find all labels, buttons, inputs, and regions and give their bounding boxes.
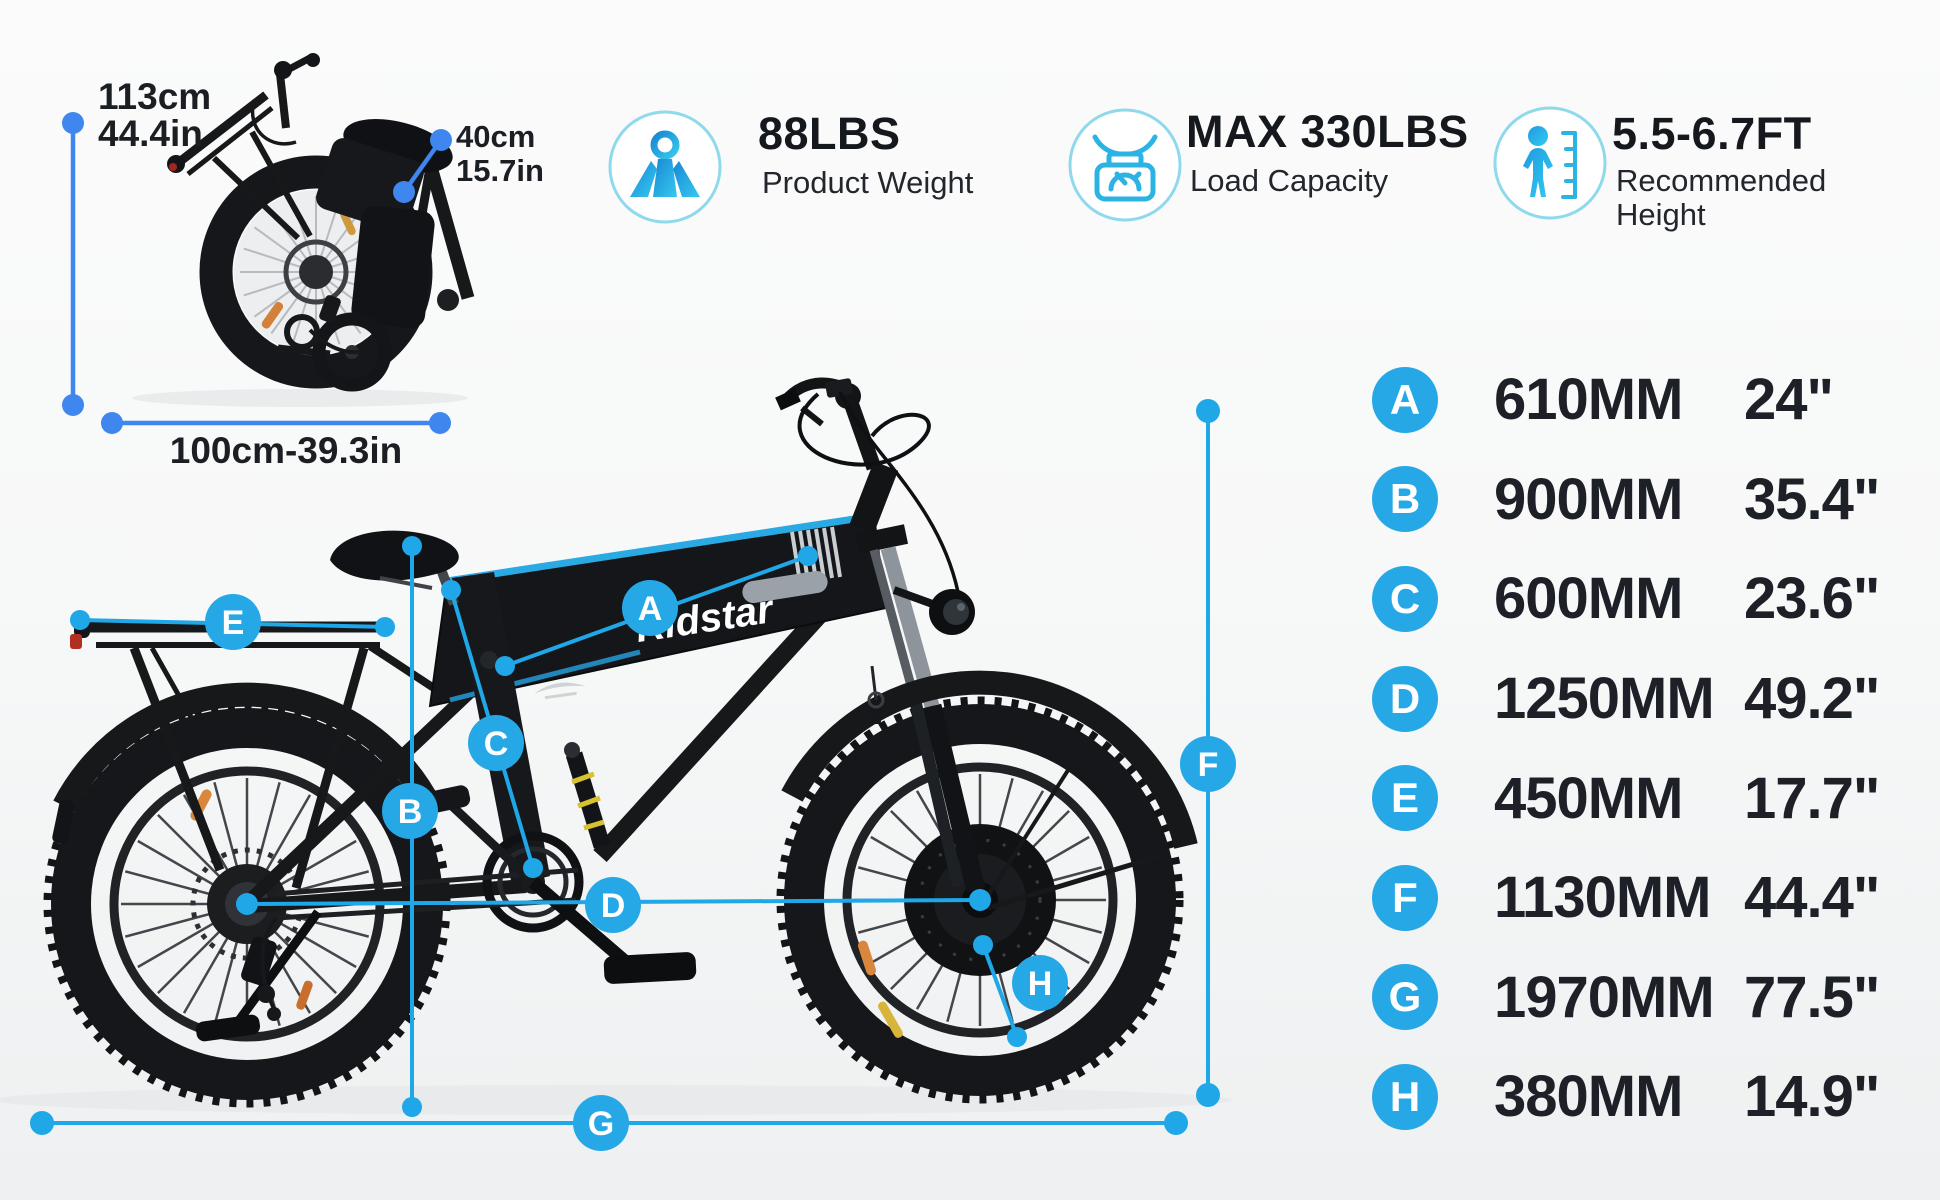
folded-length-line <box>101 412 451 434</box>
dimension-badge: D <box>1372 665 1438 732</box>
dimension-row: F 1130MM 44.4" <box>1372 848 1880 948</box>
svg-text:C: C <box>484 725 509 763</box>
dimension-mm: 450MM <box>1494 765 1683 831</box>
folded-length-label: 100cm-39.3in <box>169 430 403 471</box>
dimension-badge: G <box>1372 964 1438 1031</box>
svg-text:E: E <box>222 604 245 642</box>
measure-badge-f: F <box>1180 736 1236 792</box>
measure-badge-h: H <box>1012 955 1068 1011</box>
dimension-inch: 23.6" <box>1744 566 1880 632</box>
measure-dot <box>393 181 415 203</box>
dimension-mm: 380MM <box>1494 1064 1683 1130</box>
dimension-row: C 600MM 23.6" <box>1372 549 1880 649</box>
tail-light <box>70 634 82 649</box>
dimension-inch: 77.5" <box>1744 964 1880 1030</box>
dimension-mm: 600MM <box>1494 566 1683 632</box>
svg-text:G: G <box>588 1105 614 1143</box>
svg-text:D: D <box>601 887 626 925</box>
measure-dot <box>101 412 123 434</box>
svg-text:B: B <box>398 793 423 831</box>
folded-width-label: 40cm 15.7in <box>456 119 544 188</box>
dimension-badge: H <box>1372 1063 1438 1130</box>
dimension-mm: 610MM <box>1494 367 1683 433</box>
measure-line-h <box>973 935 1027 1047</box>
measure-dot <box>62 394 84 416</box>
dimension-badge: A <box>1372 366 1438 433</box>
dimension-mm: 1250MM <box>1494 666 1715 732</box>
measure-dot <box>62 112 84 134</box>
dimension-row: B 900MM 35.4" <box>1372 450 1880 550</box>
measure-badge-b: B <box>382 783 438 839</box>
scale-icon <box>1068 108 1182 222</box>
measure-dot <box>430 129 452 151</box>
dimension-row: H 380MM 14.9" <box>1372 1047 1880 1147</box>
svg-text:A: A <box>638 590 663 628</box>
dimension-mm: 1970MM <box>1494 964 1715 1030</box>
dimension-table: A 610MM 24" B 900MM 35.4" C 600MM 23.6" … <box>1372 350 1880 1147</box>
product-weight-label: Product Weight <box>762 165 974 200</box>
dimension-mm: 1130MM <box>1494 865 1711 931</box>
folded-height-label: 113cm 44.4in <box>98 76 212 154</box>
measure-badges: A B C D E F G H <box>205 580 1236 1151</box>
load-capacity-value: MAX 330LBS <box>1186 106 1469 157</box>
dimension-row: G 1970MM 77.5" <box>1372 948 1880 1048</box>
folded-height-line <box>62 112 84 416</box>
product-weight-value: 88LBS <box>758 108 901 159</box>
dimension-row: E 450MM 17.7" <box>1372 748 1880 848</box>
dimension-badge: F <box>1372 864 1438 931</box>
recommended-height-label: Recommended Height <box>1616 163 1827 232</box>
recommended-height-value: 5.5-6.7FT <box>1612 108 1812 159</box>
measure-badge-c: C <box>468 715 524 771</box>
measure-badge-e: E <box>205 594 261 650</box>
dimension-inch: 17.7" <box>1744 765 1880 831</box>
wing-emblem <box>534 682 586 700</box>
dimension-inch: 14.9" <box>1744 1064 1880 1130</box>
folded-width-line <box>393 129 452 203</box>
dimension-row: A 610MM 24" <box>1372 350 1879 450</box>
measure-badge-g: G <box>573 1095 629 1151</box>
dimension-badge: C <box>1372 565 1438 632</box>
measure-dot <box>429 412 451 434</box>
measure-badge-d: D <box>585 877 641 933</box>
dimension-badge: E <box>1372 765 1438 832</box>
dimension-mm: 900MM <box>1494 466 1683 532</box>
dimension-inch: 44.4" <box>1744 865 1880 931</box>
weight-icon <box>608 110 722 224</box>
measure-badge-a: A <box>622 580 678 636</box>
load-capacity-label: Load Capacity <box>1190 163 1389 198</box>
dimension-row: D 1250MM 49.2" <box>1372 649 1880 749</box>
dimension-badge: B <box>1372 466 1438 533</box>
folded-measure-lines <box>62 112 452 434</box>
dimension-inch: 49.2" <box>1744 666 1880 732</box>
dimension-inch: 35.4" <box>1744 466 1880 532</box>
svg-text:H: H <box>1028 965 1053 1003</box>
saddle <box>330 530 459 581</box>
svg-text:F: F <box>1198 746 1219 784</box>
dimension-inch: 24" <box>1744 367 1834 433</box>
height-ruler-icon <box>1493 106 1607 220</box>
